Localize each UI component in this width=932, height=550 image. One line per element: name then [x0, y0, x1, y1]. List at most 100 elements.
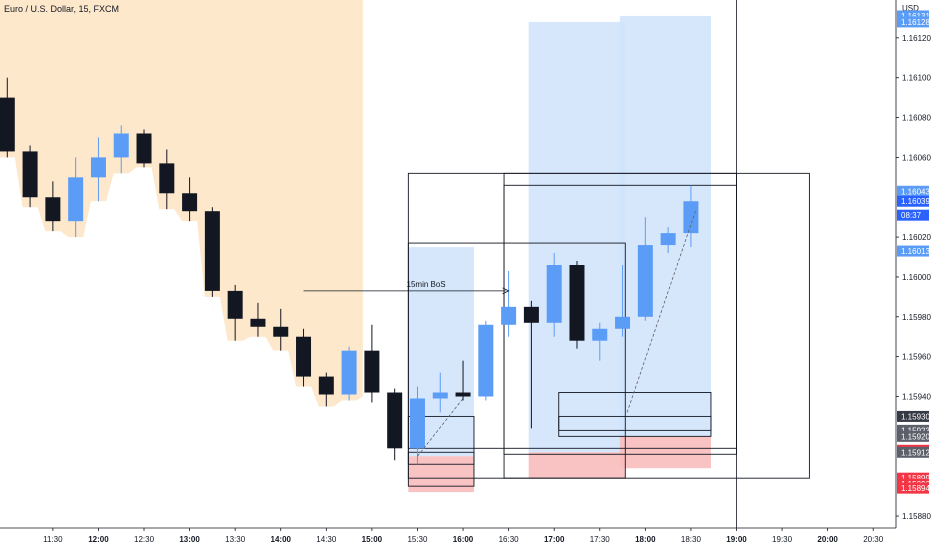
- candle-down[interactable]: [387, 392, 403, 449]
- price-label: 1.16043: [901, 187, 930, 196]
- price-label-bg: [897, 195, 929, 207]
- candle-down[interactable]: [296, 336, 312, 377]
- candle-up[interactable]: [68, 177, 84, 222]
- x-tick-label: 13:30: [225, 535, 246, 544]
- price-label-bg: [897, 10, 929, 22]
- x-tick-label: 12:00: [88, 535, 109, 544]
- price-label-bg: [897, 185, 929, 197]
- y-tick-label: 1.15960: [902, 353, 931, 362]
- candle-down[interactable]: [159, 163, 175, 194]
- x-tick-label: 17:00: [544, 535, 565, 544]
- candle-down[interactable]: [318, 376, 334, 395]
- session-zone: [0, 0, 363, 407]
- chart-title: Euro / U.S. Dollar, 15, FXCM: [4, 4, 120, 14]
- bos-label: 15min BoS: [407, 280, 446, 289]
- x-tick-label: 14:00: [271, 535, 292, 544]
- analysis-box[interactable]: [407, 451, 475, 487]
- x-tick-label: 19:00: [726, 535, 747, 544]
- x-tick-label: 14:30: [316, 535, 337, 544]
- y-tick-label: 1.16100: [902, 74, 931, 83]
- candle-up[interactable]: [341, 350, 357, 395]
- price-label: 1.16039: [901, 197, 930, 206]
- candle-up[interactable]: [501, 306, 517, 325]
- price-label-bg: [897, 482, 929, 494]
- trend-line[interactable]: [417, 398, 464, 457]
- x-tick-label: 19:30: [772, 535, 793, 544]
- price-label-bg: [897, 16, 929, 28]
- candle-down[interactable]: [0, 97, 15, 152]
- price-label: 1.15920: [901, 432, 930, 441]
- candle-down[interactable]: [227, 290, 243, 319]
- analysis-box[interactable]: [558, 392, 712, 431]
- candle-up[interactable]: [478, 324, 494, 397]
- candle-down[interactable]: [273, 326, 289, 337]
- candle-down[interactable]: [136, 133, 152, 164]
- candle-down[interactable]: [22, 151, 38, 198]
- candle-up[interactable]: [546, 264, 562, 323]
- currency-label: USD: [902, 4, 919, 13]
- target-zone: [528, 21, 626, 453]
- y-tick-label: 1.15880: [902, 512, 931, 521]
- price-label-bg: [897, 410, 929, 422]
- stop-zone: [619, 436, 711, 469]
- y-tick-label: 1.16080: [902, 114, 931, 123]
- price-label: 1.16013: [901, 247, 930, 256]
- analysis-box[interactable]: [503, 172, 810, 479]
- candle-down[interactable]: [569, 264, 585, 341]
- candle-down[interactable]: [364, 350, 380, 393]
- stop-zone: [528, 452, 626, 479]
- candle-up[interactable]: [409, 398, 425, 449]
- price-label-bg: [897, 245, 929, 257]
- x-tick-label: 16:30: [499, 535, 520, 544]
- stop-zone: [408, 456, 474, 493]
- analysis-box[interactable]: [407, 415, 475, 465]
- x-tick-label: 12:30: [134, 535, 155, 544]
- y-tick-label: 1.16000: [902, 273, 931, 282]
- candle-up[interactable]: [432, 392, 448, 399]
- price-label-bg: [897, 446, 929, 458]
- price-label-bg: [897, 472, 929, 484]
- candle-down[interactable]: [45, 197, 61, 222]
- x-tick-label: 15:00: [362, 535, 383, 544]
- x-tick-label: 17:30: [590, 535, 611, 544]
- candle-up[interactable]: [90, 157, 106, 178]
- x-tick-label: 13:00: [179, 535, 200, 544]
- price-label: 1.15912: [901, 448, 930, 457]
- x-tick-label: 15:30: [407, 535, 428, 544]
- price-label: 1.16128: [901, 18, 930, 27]
- candle-down[interactable]: [204, 211, 220, 291]
- bos-arrow: [502, 287, 510, 295]
- candle-up[interactable]: [683, 201, 699, 234]
- analysis-box[interactable]: [558, 415, 712, 437]
- y-tick-label: 1.15940: [902, 392, 931, 401]
- candle-down[interactable]: [182, 193, 198, 212]
- price-label: 1.15894: [901, 484, 930, 493]
- candle-up[interactable]: [637, 245, 653, 317]
- candle-up[interactable]: [592, 328, 608, 341]
- y-tick-label: 1.16020: [902, 233, 931, 242]
- candle-up[interactable]: [660, 233, 676, 246]
- candle-down[interactable]: [523, 306, 539, 323]
- price-label: 1.15930: [901, 412, 930, 421]
- candle-up[interactable]: [615, 316, 631, 329]
- x-tick-label: 18:00: [635, 535, 656, 544]
- candle-down[interactable]: [455, 392, 471, 397]
- price-label-bg: [897, 424, 929, 436]
- y-tick-label: 1.16060: [902, 153, 931, 162]
- price-label-bg: [897, 430, 929, 442]
- x-tick-label: 11:30: [43, 535, 63, 544]
- x-tick-label: 16:00: [453, 535, 474, 544]
- price-label-bg: [897, 209, 929, 221]
- candle-up[interactable]: [113, 133, 129, 158]
- price-label: 08:37: [901, 211, 922, 220]
- x-tick-label: 20:00: [817, 535, 838, 544]
- x-tick-label: 18:30: [681, 535, 702, 544]
- y-tick-label: 1.15980: [902, 313, 931, 322]
- x-tick-label: 20:30: [863, 535, 884, 544]
- trend-line[interactable]: [626, 211, 696, 413]
- y-tick-label: 1.16120: [902, 34, 931, 43]
- price-axis[interactable]: [896, 0, 932, 550]
- candle-down[interactable]: [250, 318, 266, 327]
